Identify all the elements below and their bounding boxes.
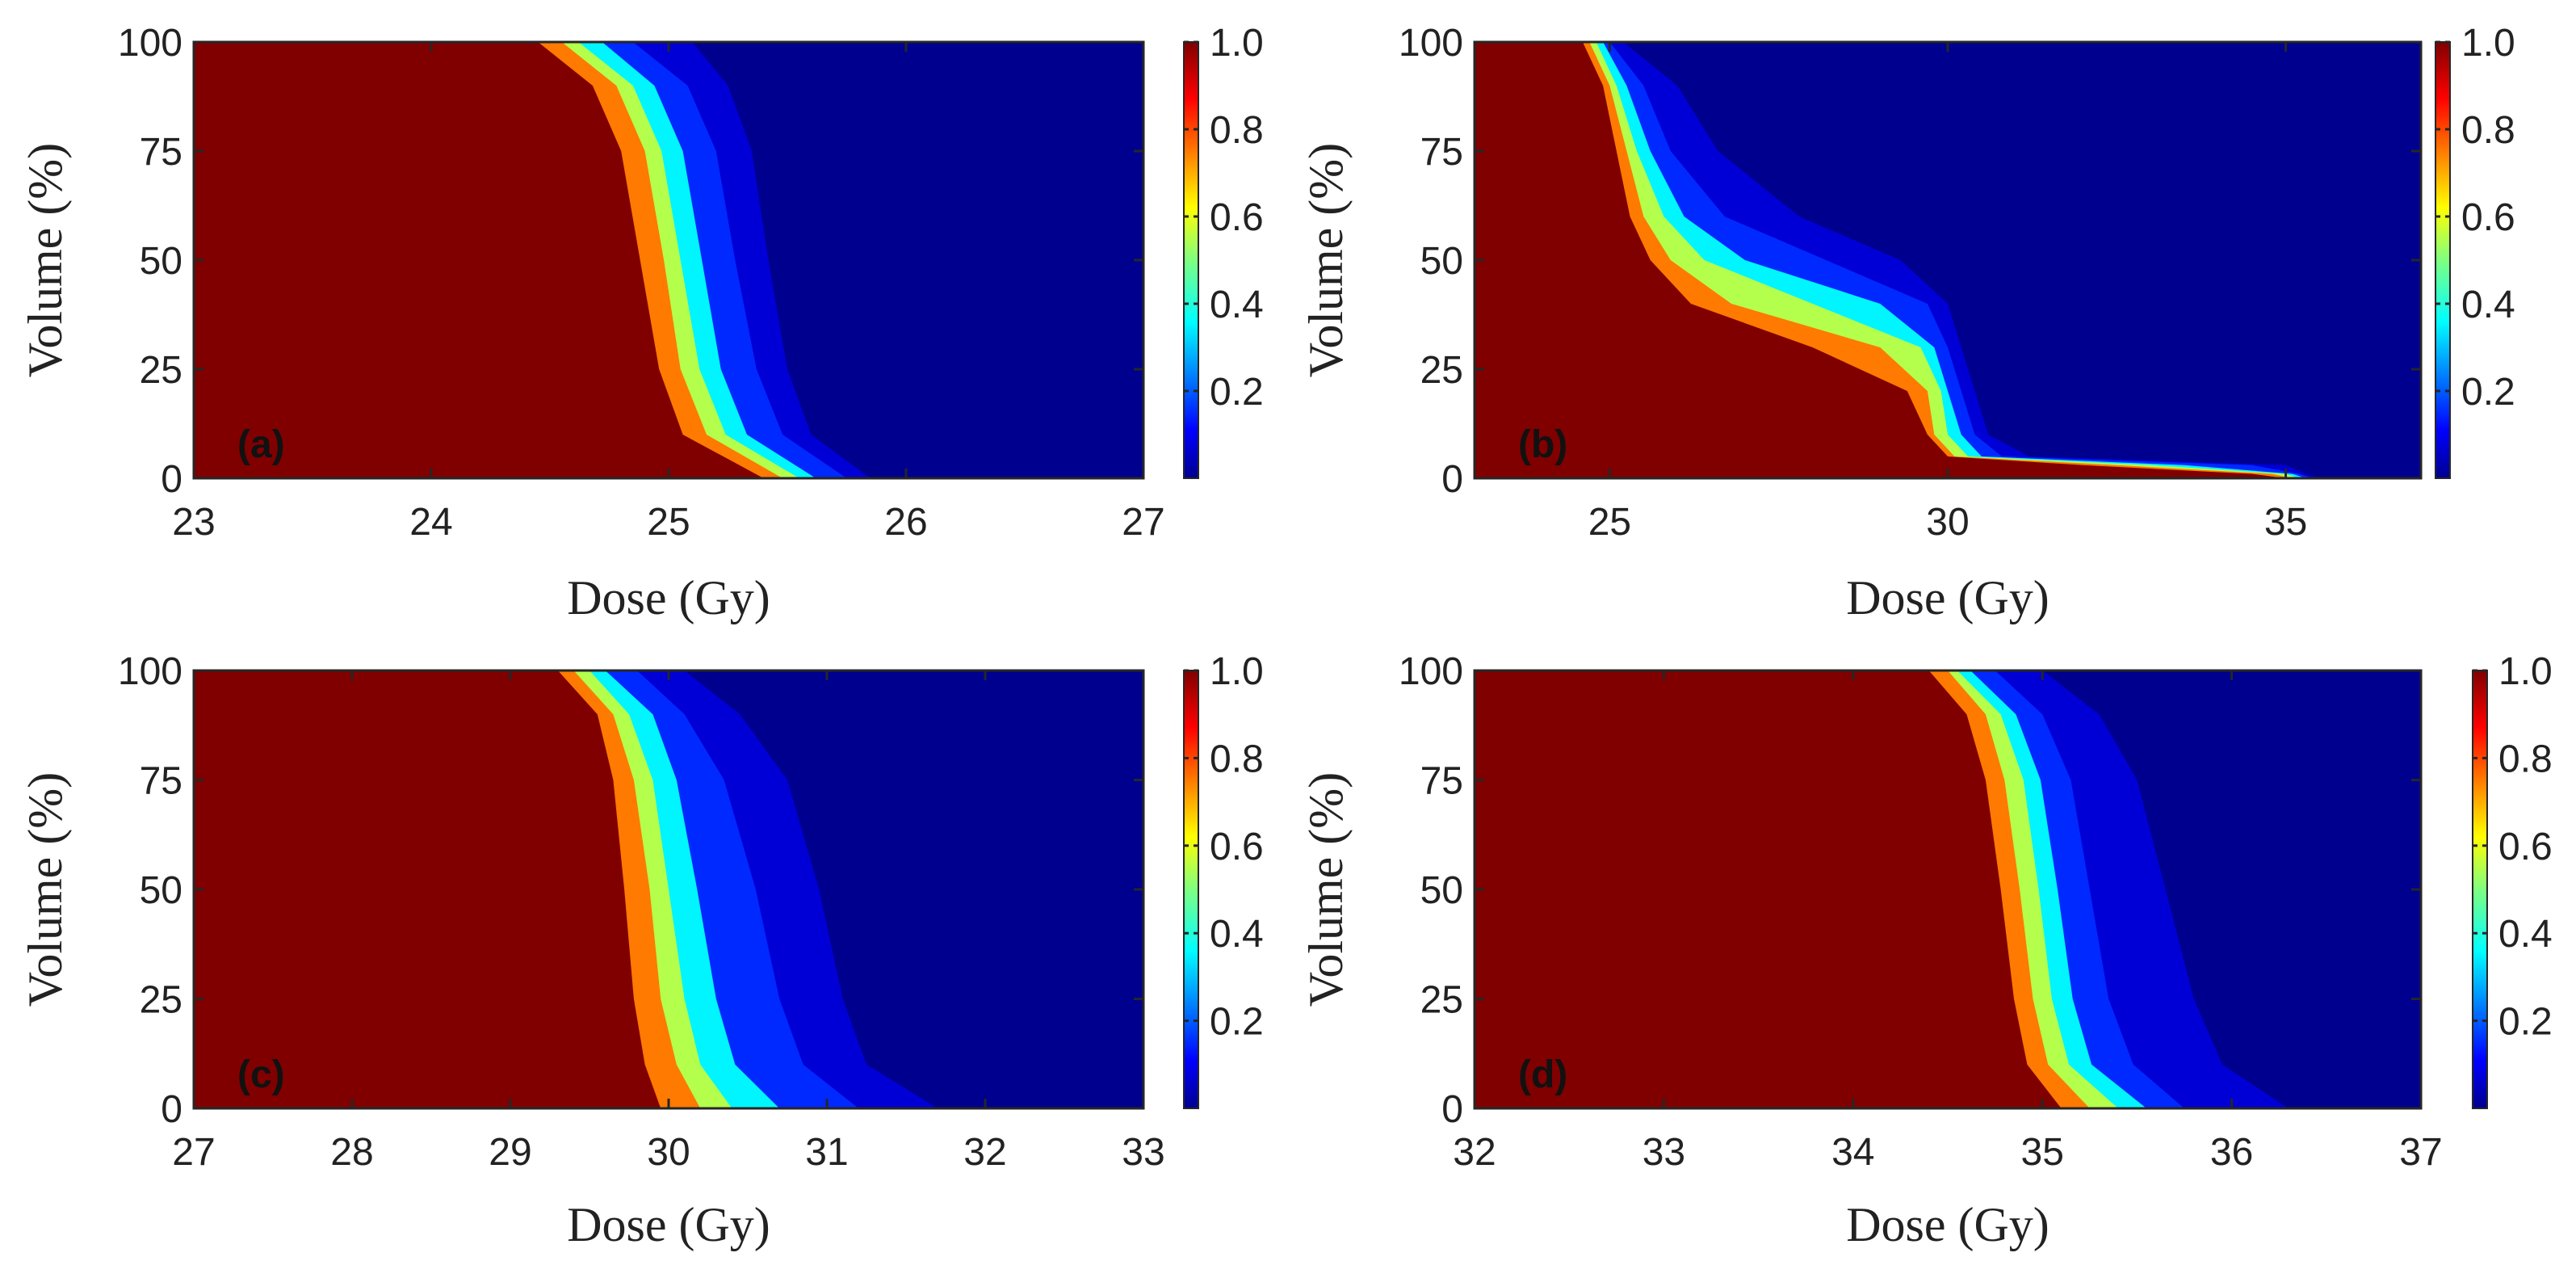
probability-band-0.9 <box>1475 42 2286 478</box>
y-tick-label: 100 <box>118 650 183 693</box>
colorbar: 0.2 0.4 0.6 0.8 1.0 <box>1183 22 1264 479</box>
x-tick-label: 34 <box>1831 1131 1874 1174</box>
y-tick-label: 25 <box>1420 349 1463 392</box>
x-tick-label: 35 <box>2021 1131 2064 1174</box>
panel-c: 27 28 29 30 31 32 33 0 25 50 75 100 Dose (Gy) Volume … <box>19 650 1264 1251</box>
x-tick-label: 28 <box>330 1131 373 1174</box>
panel-label: (b) <box>1518 423 1567 466</box>
colorbar-tick-label: 0.4 <box>1210 284 1264 326</box>
x-tick-label: 29 <box>489 1131 531 1174</box>
y-axis-label: Volume (%) <box>1299 772 1353 1007</box>
y-tick-label: 75 <box>140 760 183 803</box>
y-tick-label: 50 <box>140 240 183 283</box>
y-axis-label: Volume (%) <box>19 143 72 378</box>
x-tick-label: 37 <box>2399 1131 2442 1174</box>
probability-band-0.9 <box>194 671 661 1108</box>
colorbar: 0.2 0.4 0.6 0.8 1.0 <box>2472 650 2553 1109</box>
heatmap-area <box>194 42 1143 478</box>
colorbar-tick-label: 0.4 <box>1210 913 1264 956</box>
y-tick-label: 0 <box>161 1088 183 1131</box>
colorbar-tick-label: 0.4 <box>2498 913 2553 956</box>
colorbar-gradient <box>1183 670 1199 1109</box>
panel-label: (a) <box>237 423 285 466</box>
y-tick-label: 25 <box>1420 979 1463 1022</box>
probability-band-0.9 <box>194 42 764 478</box>
colorbar-tick-label: 0.8 <box>2498 738 2553 780</box>
colorbar-gradient <box>2472 670 2488 1109</box>
colorbar: 0.2 0.4 0.6 0.8 1.0 <box>2435 22 2515 479</box>
colorbar-tick-label: 1.0 <box>2498 650 2553 693</box>
panel-a: 23 24 25 26 27 0 25 50 75 100 Dose (Gy) Volume (%) (… <box>19 22 1264 624</box>
heatmap-area <box>194 671 1143 1108</box>
probability-band-0.9 <box>1475 671 2062 1108</box>
x-tick-label: 31 <box>805 1131 848 1174</box>
y-tick-label: 50 <box>1420 240 1463 283</box>
x-tick-label: 27 <box>1122 501 1164 544</box>
y-tick-label: 0 <box>161 458 183 501</box>
y-tick-label: 25 <box>140 349 183 392</box>
heatmap-area <box>1475 671 2421 1108</box>
colorbar-tick-label: 0.6 <box>1210 826 1264 868</box>
colorbar-gradient <box>1183 41 1199 479</box>
y-tick-label: 0 <box>1441 1088 1463 1131</box>
colorbar-tick-label: 0.2 <box>1210 1001 1264 1044</box>
y-tick-label: 100 <box>1399 650 1463 693</box>
y-tick-label: 0 <box>1441 458 1463 501</box>
y-axis-label: Volume (%) <box>19 772 72 1007</box>
colorbar-tick-label: 1.0 <box>2461 22 2515 65</box>
panel-label: (d) <box>1518 1053 1567 1096</box>
x-tick-label: 36 <box>2210 1131 2253 1174</box>
x-axis-label: Dose (Gy) <box>567 571 770 624</box>
x-axis-label: Dose (Gy) <box>567 1198 770 1251</box>
colorbar-tick-label: 0.2 <box>1210 371 1264 414</box>
x-tick-label: 25 <box>647 501 690 544</box>
colorbar-tick-label: 0.4 <box>2461 284 2515 326</box>
colorbar-tick-label: 0.8 <box>1210 109 1264 152</box>
y-tick-label: 75 <box>140 131 183 174</box>
x-tick-label: 24 <box>409 501 452 544</box>
x-axis-label: Dose (Gy) <box>1846 571 2049 624</box>
panel-label: (c) <box>237 1053 285 1096</box>
panel-b: 25 30 35 0 25 50 75 100 Dose (Gy) Volume (%) (b) 0.… <box>1299 22 2515 624</box>
y-tick-label: 75 <box>1420 131 1463 174</box>
colorbar-tick-label: 0.8 <box>2461 109 2515 152</box>
x-axis-label: Dose (Gy) <box>1846 1198 2049 1251</box>
x-tick-label: 35 <box>2264 501 2307 544</box>
x-tick-label: 30 <box>1926 501 1969 544</box>
colorbar-tick-label: 0.6 <box>2498 826 2553 868</box>
x-tick-label: 33 <box>1122 1131 1164 1174</box>
colorbar-tick-label: 0.2 <box>2498 1001 2553 1044</box>
y-tick-label: 100 <box>118 22 183 65</box>
y-axis-label: Volume (%) <box>1299 143 1353 378</box>
x-tick-label: 32 <box>963 1131 1006 1174</box>
heatmap-area <box>1475 42 2421 478</box>
y-tick-label: 25 <box>140 979 183 1022</box>
y-tick-label: 100 <box>1399 22 1463 65</box>
x-tick-label: 23 <box>172 501 215 544</box>
y-tick-label: 50 <box>1420 869 1463 912</box>
y-tick-label: 75 <box>1420 760 1463 803</box>
x-tick-label: 26 <box>884 501 927 544</box>
colorbar-tick-label: 0.6 <box>2461 196 2515 239</box>
colorbar-tick-label: 0.8 <box>1210 738 1264 780</box>
colorbar-tick-label: 1.0 <box>1210 22 1264 65</box>
colorbar-gradient <box>2435 41 2451 479</box>
colorbar-tick-label: 0.2 <box>2461 371 2515 414</box>
colorbar-tick-label: 1.0 <box>1210 650 1264 693</box>
x-tick-label: 25 <box>1588 501 1631 544</box>
y-tick-label: 50 <box>140 869 183 912</box>
colorbar-tick-label: 0.6 <box>1210 196 1264 239</box>
x-tick-label: 33 <box>1643 1131 1685 1174</box>
x-tick-label: 32 <box>1453 1131 1496 1174</box>
x-tick-label: 30 <box>647 1131 690 1174</box>
panel-d: 32 33 34 35 36 37 0 25 50 75 100 Dose (Gy) Volume (%… <box>1299 650 2553 1251</box>
colorbar: 0.2 0.4 0.6 0.8 1.0 <box>1183 650 1264 1109</box>
x-tick-label: 27 <box>172 1131 215 1174</box>
